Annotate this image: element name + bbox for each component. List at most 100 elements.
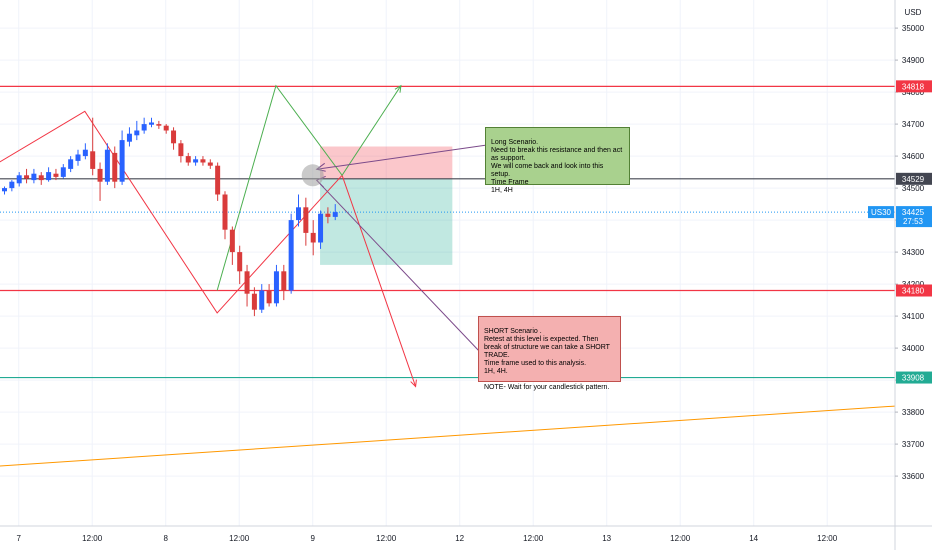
candle-body [163,125,169,131]
short-projection-path [0,110,417,387]
candle-body [207,162,213,166]
x-tick-label: 14 [749,534,758,543]
entry-circle [301,164,324,187]
currency-label: USD [905,8,922,17]
candle-body [90,151,96,169]
candle-body [259,290,265,310]
long-note-title: Long Scenario. [491,139,539,146]
candle-body [200,159,206,163]
candle-body [82,149,88,157]
candle-body [141,124,147,131]
countdown-label: 27:53 [903,217,924,226]
x-tick-label: 12 [455,534,464,543]
candle-body [222,194,228,230]
candle-body [134,130,140,136]
x-tick-label: 12:00 [817,534,838,543]
y-tick-label: 33600 [902,472,925,481]
candle-body [60,167,66,177]
grid [0,0,895,526]
y-tick-label: 33800 [902,408,925,417]
long-projection-path [216,84,402,291]
candle-body [149,122,154,125]
time-axis-bg [0,526,932,550]
candle-body [156,124,162,126]
candle-body [332,212,338,217]
trend-line [0,405,901,467]
candle-body [266,290,272,304]
candle-body [16,175,22,184]
x-tick-label: 7 [16,534,21,543]
candle-body [53,173,59,177]
x-tick-label: 8 [163,534,168,543]
candle-body [9,181,15,189]
y-tick-label: 34800 [902,88,925,97]
y-tick-label: 34300 [902,248,925,257]
candle-body [244,271,250,294]
candle-body [273,271,279,304]
y-tick-label: 34100 [902,312,925,321]
x-tick-label: 12:00 [229,534,250,543]
symbol-label: US30 [871,208,892,217]
candle-body [185,156,191,163]
entry-marker-layer [301,164,324,187]
candle-body [97,168,103,182]
stop-zone [320,146,453,179]
pivot-price-tag [896,172,932,185]
candle-body [2,188,7,192]
y-tick-label: 34000 [902,344,925,353]
candle-body [288,220,294,291]
candle-body [112,152,118,182]
target-price-tag [896,371,932,384]
candle-body [75,154,81,161]
pivot-price-label: 34529 [902,175,925,184]
x-tick-label: 12:00 [523,534,544,543]
candle-body [104,149,110,182]
candle-body [24,175,30,179]
levels-layer [0,85,895,379]
target-zone [320,178,453,265]
support-price-label: 34180 [902,287,925,296]
resistance-price-label: 34818 [902,82,925,91]
short-note-pointer [316,179,481,353]
projection-paths [0,84,417,388]
candle-body [46,172,52,181]
x-tick-label: 12:00 [670,534,691,543]
resistance-price-tag [896,80,932,93]
last-price-tag [896,206,932,228]
last-price-label: 34425 [902,208,925,217]
x-tick-label: 9 [310,534,315,543]
short-note-title: SHORT Scenario . [484,328,542,335]
candle-body [281,271,287,291]
y-tick-label: 34900 [902,56,925,65]
candle-body [119,140,125,182]
candle-body [171,130,177,144]
x-tick-label: 12:00 [82,534,103,543]
candle-body [251,293,257,310]
long-note-pointer [316,144,488,170]
candle-body [310,232,316,243]
y-tick-label: 33700 [902,440,925,449]
short-scenario-note[interactable]: SHORT Scenario . Retest at this level is … [478,316,621,391]
x-tick-label: 12:00 [376,534,397,543]
long-scenario-note[interactable]: Long Scenario. Need to break this resista… [485,127,630,194]
candle-body [126,133,132,142]
candle-body [303,207,309,233]
trendline-layer [0,405,901,467]
short-projection-path-arrowhead [410,379,417,388]
symbol-tag [868,206,894,219]
long-projection-path-arrowhead [394,84,402,93]
short-note-body: Retest at this level is expected. Then b… [484,336,610,391]
position-layer [320,146,453,265]
candle-body [318,213,324,243]
target-price-label: 33908 [902,374,925,383]
long-note-body: Need to break this resistance and then a… [491,147,623,194]
y-tick-label: 35000 [902,24,925,33]
candle-body [193,159,199,163]
y-tick-label: 34600 [902,152,925,161]
candle-body [237,252,243,272]
candle-body [296,207,301,221]
candle-body [215,165,221,195]
